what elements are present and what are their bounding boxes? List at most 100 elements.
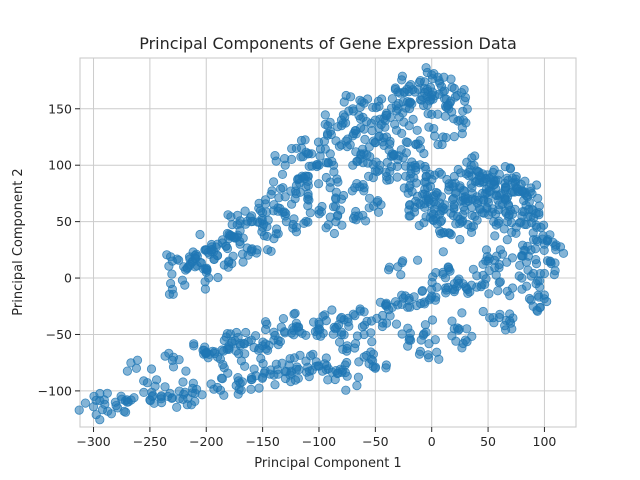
data-point [336,327,347,337]
data-point [190,388,200,398]
data-point [177,275,187,285]
data-point [303,171,313,182]
data-point [402,302,413,312]
data-point [148,390,158,400]
data-point [429,124,439,134]
data-point [493,286,503,296]
data-point [457,123,467,133]
data-point [235,219,245,229]
data-point [291,222,301,232]
data-point [528,301,538,311]
data-point [266,246,276,256]
data-point [189,341,199,351]
data-point [484,266,494,276]
data-point [291,189,301,199]
data-point [519,219,530,229]
data-point [393,300,403,310]
data-point [421,63,431,73]
data-point [517,273,527,283]
data-point [373,207,384,217]
chart-title: Principal Components of Gene Expression … [139,34,517,53]
data-point [370,166,380,176]
data-point [325,117,335,127]
data-point [493,205,504,215]
data-point [495,245,505,255]
data-point [437,139,447,150]
x-tick-label: −100 [302,434,336,449]
data-point [241,327,251,338]
data-point [545,256,555,266]
data-point [160,351,170,361]
data-point [460,205,470,215]
data-point [455,115,465,125]
data-point [489,217,499,227]
data-point [499,224,509,234]
data-point [412,125,422,135]
data-point [352,380,362,391]
data-point [404,81,414,91]
data-point [315,151,325,161]
data-point [531,255,541,265]
data-point [191,249,201,259]
data-point [443,228,454,238]
data-point [412,300,422,311]
data-point [494,277,504,288]
data-point [342,357,352,368]
data-point [359,183,369,193]
data-point [434,76,444,86]
data-point [269,370,279,380]
data-point [427,284,437,294]
data-point [268,177,279,187]
data-point [341,385,351,395]
data-point [494,169,504,179]
data-point [507,283,518,293]
data-point [385,112,396,123]
data-point [329,322,339,332]
data-point [510,204,520,214]
data-point [233,376,244,386]
data-point [421,327,431,337]
y-tick-label: 50 [56,214,72,229]
data-point [470,195,480,205]
data-point [323,220,333,230]
data-point [349,128,359,139]
data-point [342,341,352,351]
data-point [150,381,160,391]
data-point [162,250,172,260]
data-point [260,317,271,327]
data-point [370,363,380,373]
data-point [270,380,280,390]
data-point [89,391,99,401]
data-point [455,234,465,245]
data-point [80,398,91,408]
x-tick-label: −150 [245,434,279,449]
data-point [315,331,326,341]
data-point [238,257,248,267]
data-point [293,174,303,184]
data-point [280,211,290,221]
data-point [200,284,210,294]
data-point [233,389,243,399]
data-point [308,349,318,359]
data-point [399,87,409,98]
data-point [314,205,324,215]
y-tick-label: −100 [38,383,72,398]
data-point [430,335,440,345]
data-point [512,183,522,193]
data-point [501,208,511,218]
data-point [449,132,459,142]
data-point [129,393,139,403]
data-point [314,324,324,334]
data-point [292,362,302,372]
data-point [350,183,360,193]
data-point [415,346,425,356]
data-point [269,234,279,244]
data-point [375,114,385,124]
data-point [373,96,383,106]
data-point [348,104,358,114]
data-point [325,126,335,136]
data-point [417,285,428,296]
data-point [121,407,131,417]
data-point [328,160,339,170]
data-point [500,325,511,335]
